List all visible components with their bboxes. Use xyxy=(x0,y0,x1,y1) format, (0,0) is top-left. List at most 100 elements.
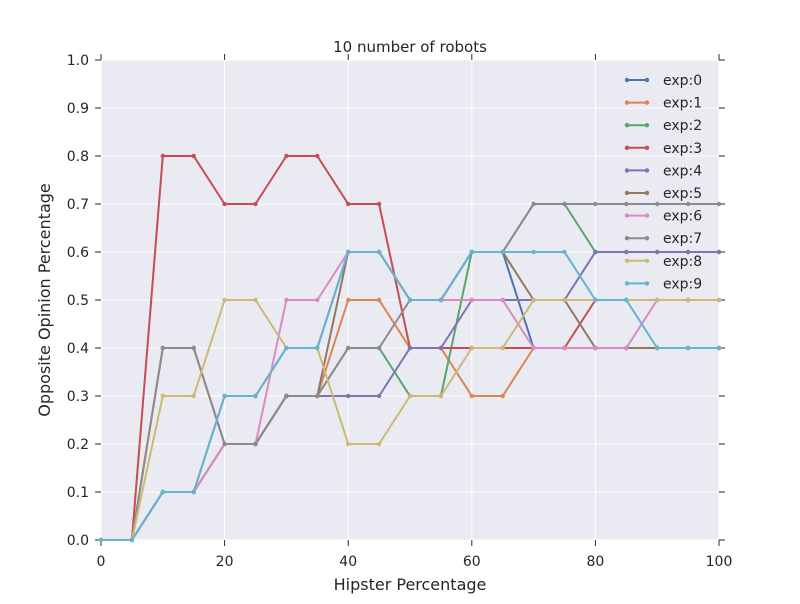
data-point-exp-7 xyxy=(315,393,320,399)
legend-marker-exp-4 xyxy=(644,168,650,173)
data-point-exp-6 xyxy=(315,297,320,303)
axis-ticks: 0 20 40 60 80 100 0.0 0.1 0.2 0.3 0.4 0.5 0.6 0.7 0.8 0… xyxy=(67,53,733,570)
data-point-exp-4 xyxy=(346,393,351,399)
data-point-exp-3 xyxy=(253,201,258,207)
legend-label-exp-1: exp:1 xyxy=(663,96,702,112)
data-point-exp-7 xyxy=(624,201,629,207)
data-point-exp-9 xyxy=(284,345,289,351)
data-point-exp-6 xyxy=(562,345,567,351)
data-point-exp-7 xyxy=(562,201,567,207)
data-point-exp-8 xyxy=(253,297,258,303)
data-point-exp-8 xyxy=(655,297,660,303)
legend-item-exp-0: exp:0 xyxy=(624,73,702,89)
data-point-exp-9 xyxy=(376,249,382,255)
legend-marker-exp-9 xyxy=(624,281,630,286)
legend-marker-exp-2 xyxy=(644,123,650,128)
legend-marker-exp-6 xyxy=(644,213,650,218)
data-point-exp-8 xyxy=(191,393,196,399)
data-point-exp-3 xyxy=(376,201,382,207)
data-point-exp-7 xyxy=(284,393,289,399)
data-point-exp-7 xyxy=(376,345,382,351)
data-point-exp-6 xyxy=(284,297,289,303)
legend: exp:0 exp:1 exp:2 exp:3 exp:4 exp:5 exp:6 exp:7… xyxy=(624,73,702,292)
legend-marker-exp-5 xyxy=(624,190,630,196)
y-tick-label: 0.1 xyxy=(67,485,89,501)
data-point-exp-9 xyxy=(129,537,135,543)
data-point-exp-7 xyxy=(222,441,227,447)
data-point-exp-7 xyxy=(685,201,691,207)
legend-item-exp-2: exp:2 xyxy=(624,118,702,134)
data-point-exp-9 xyxy=(407,297,413,303)
data-point-exp-8 xyxy=(531,297,536,303)
data-point-exp-9 xyxy=(315,345,320,351)
legend-item-exp-9: exp:9 xyxy=(624,276,702,292)
legend-marker-exp-7 xyxy=(624,236,630,241)
data-point-exp-8 xyxy=(716,297,722,303)
data-point-exp-9 xyxy=(531,249,536,255)
data-point-exp-9 xyxy=(469,249,474,255)
legend-marker-exp-3 xyxy=(644,145,650,150)
data-point-exp-8 xyxy=(160,393,165,399)
data-point-exp-4 xyxy=(716,249,722,255)
data-point-exp-8 xyxy=(469,345,474,351)
data-point-exp-6 xyxy=(469,297,474,303)
data-point-exp-8 xyxy=(346,441,351,447)
y-tick-label: 1.0 xyxy=(67,53,89,69)
x-tick-label: 0 xyxy=(97,554,106,570)
x-tick-label: 40 xyxy=(339,554,357,570)
x-tick-label: 100 xyxy=(706,554,733,570)
data-point-exp-9 xyxy=(98,537,104,543)
y-axis-label: Opposite Opinion Percentage xyxy=(35,183,54,416)
series-group xyxy=(98,153,722,543)
chart-title: 10 number of robots xyxy=(333,38,487,56)
data-point-exp-9 xyxy=(500,249,505,255)
legend-marker-exp-4 xyxy=(624,168,630,173)
series-exp-9 xyxy=(98,249,722,543)
data-point-exp-4 xyxy=(593,249,598,255)
data-point-exp-7 xyxy=(253,441,258,447)
data-point-exp-8 xyxy=(222,297,227,303)
legend-item-exp-7: exp:7 xyxy=(624,231,702,247)
data-point-exp-8 xyxy=(438,393,444,399)
data-point-exp-4 xyxy=(685,249,691,255)
legend-label-exp-2: exp:2 xyxy=(663,118,702,134)
data-point-exp-8 xyxy=(685,297,691,303)
legend-label-exp-4: exp:4 xyxy=(663,163,702,179)
y-tick-label: 0.5 xyxy=(67,293,89,309)
data-point-exp-1 xyxy=(469,393,474,399)
data-point-exp-7 xyxy=(191,345,196,351)
data-point-exp-9 xyxy=(562,249,567,255)
data-point-exp-6 xyxy=(500,297,505,303)
data-point-exp-3 xyxy=(222,201,227,207)
data-point-exp-8 xyxy=(407,393,413,399)
data-point-exp-3 xyxy=(315,153,320,159)
data-point-exp-7 xyxy=(346,345,351,351)
data-point-exp-9 xyxy=(438,297,444,303)
legend-label-exp-3: exp:3 xyxy=(663,141,702,157)
legend-label-exp-7: exp:7 xyxy=(663,231,702,247)
legend-marker-exp-2 xyxy=(624,123,630,128)
legend-item-exp-6: exp:6 xyxy=(624,209,702,225)
data-point-exp-4 xyxy=(438,345,444,351)
data-point-exp-9 xyxy=(716,345,722,351)
data-point-exp-9 xyxy=(624,297,629,303)
data-point-exp-9 xyxy=(191,489,196,495)
data-point-exp-9 xyxy=(222,393,227,399)
x-axis-label: Hipster Percentage xyxy=(334,575,487,594)
data-point-exp-8 xyxy=(562,297,567,303)
data-point-exp-6 xyxy=(624,345,629,351)
data-point-exp-3 xyxy=(191,153,196,159)
legend-marker-exp-8 xyxy=(624,258,630,263)
data-point-exp-9 xyxy=(346,249,351,255)
data-point-exp-7 xyxy=(716,201,722,207)
legend-label-exp-9: exp:9 xyxy=(663,276,702,292)
data-point-exp-4 xyxy=(407,345,413,351)
data-point-exp-4 xyxy=(624,249,629,255)
legend-label-exp-0: exp:0 xyxy=(663,73,702,89)
data-point-exp-4 xyxy=(655,249,660,255)
legend-item-exp-4: exp:4 xyxy=(624,163,702,179)
legend-item-exp-1: exp:1 xyxy=(624,96,702,112)
y-tick-label: 0.8 xyxy=(67,149,89,165)
x-tick-label: 60 xyxy=(463,554,481,570)
legend-marker-exp-6 xyxy=(624,213,630,218)
